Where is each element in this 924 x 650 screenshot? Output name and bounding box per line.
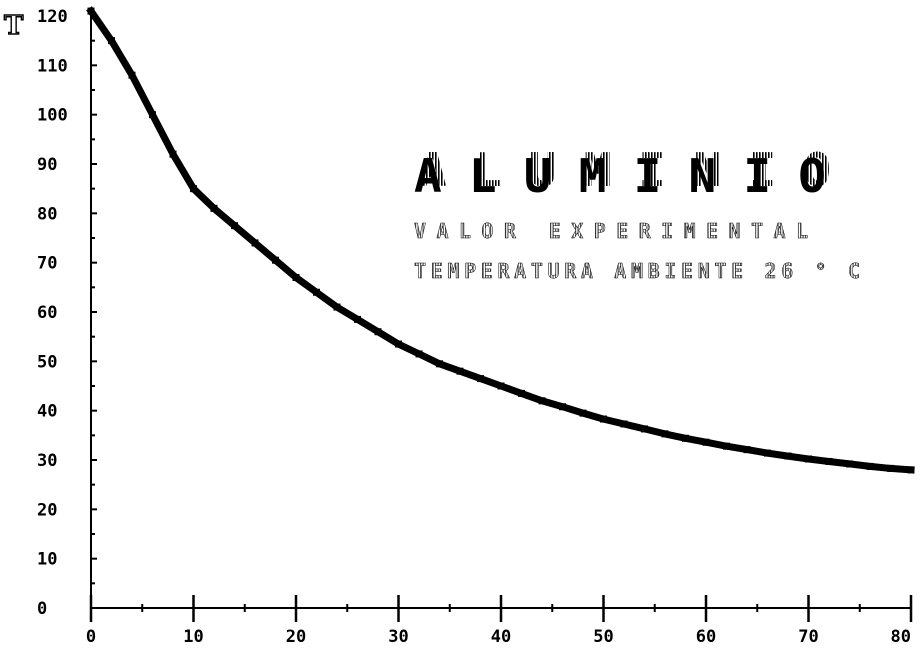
data-point [723,442,730,450]
data-point [559,403,566,411]
data-point [108,37,115,45]
x-tick-label: 70 [798,627,818,647]
data-point [641,425,648,433]
data-point [887,464,894,472]
data-point [805,455,812,463]
x-tick-label: 80 [891,627,911,647]
y-tick-label: 30 [37,451,57,471]
x-tick-label: 20 [286,627,306,647]
data-point [415,350,423,358]
data-point [210,204,218,212]
data-point [169,150,177,158]
x-tick-label: 50 [593,627,613,647]
y-tick-label: 80 [37,204,57,224]
data-point [682,434,689,442]
data-point [190,185,197,193]
data-point [600,415,607,423]
data-point [231,222,238,230]
x-tick-label: 40 [491,627,511,647]
y-axis: 0 10 20 30 40 50 60 70 80 90 100 110 120 [37,7,97,619]
data-point [497,382,505,390]
data-point [292,273,300,281]
annotation-block: ALUMINIO ALUMINIO VALOR EXPERIMENTAL TEM… [414,143,861,283]
data-point [395,340,402,348]
data-point [128,71,136,79]
x-tick-label: 10 [183,627,203,647]
annotation-line-2: TEMPERATURA AMBIENTE 26 ° C [414,259,860,283]
data-point [825,457,833,465]
y-tick-label: 90 [37,155,57,175]
y-tick-label: 50 [37,352,57,372]
data-point [272,256,279,264]
data-point [354,315,361,323]
data-point [333,303,341,311]
data-point [764,449,771,457]
y-tick-label: 110 [37,56,68,76]
x-axis: 0 10 20 30 40 50 60 70 80 [86,595,913,647]
data-point [538,397,546,405]
data-point [251,239,259,247]
series-points [87,7,915,474]
x-tick-label: 0 [86,627,96,647]
x-tick-label: 30 [388,627,408,647]
y-tick-label: 120 [37,7,68,27]
y-tick-label: 20 [37,500,57,520]
data-point [907,466,915,474]
annotation-title: ALUMINIO [414,149,826,203]
series-line [86,6,915,474]
data-point [743,446,751,454]
y-tick-label: 10 [37,550,57,570]
data-point [436,360,443,368]
y-tick-label: 0 [37,599,47,619]
y-tick-label: 100 [37,106,68,126]
data-point [866,462,874,470]
data-point [620,420,628,428]
data-point [313,288,320,296]
y-tick-label: 60 [37,303,57,323]
data-point [477,375,484,383]
data-point [87,7,95,15]
data-point [579,409,587,417]
y-tick-label: 70 [37,254,57,274]
data-point [702,438,710,446]
data-point [374,328,382,336]
x-tick-label: 60 [696,627,716,647]
y-axis-label: T [4,11,24,41]
data-point [149,111,156,119]
data-point [518,389,525,397]
y-tick-label: 40 [37,402,57,422]
data-point [784,452,792,460]
data-point [846,460,853,468]
data-point [456,367,464,375]
data-point [661,430,669,438]
annotation-line-1: VALOR EXPERIMENTAL [414,219,808,243]
